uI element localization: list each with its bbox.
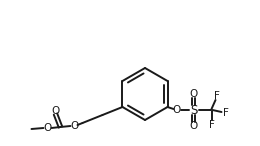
Text: F: F: [223, 108, 229, 118]
Text: F: F: [213, 91, 219, 101]
Text: O: O: [172, 105, 181, 115]
Text: O: O: [70, 121, 79, 131]
Text: O: O: [43, 123, 51, 133]
Text: O: O: [189, 89, 198, 99]
Text: F: F: [209, 120, 214, 130]
Text: O: O: [189, 121, 198, 131]
Text: O: O: [51, 106, 60, 116]
Text: S: S: [190, 104, 197, 117]
